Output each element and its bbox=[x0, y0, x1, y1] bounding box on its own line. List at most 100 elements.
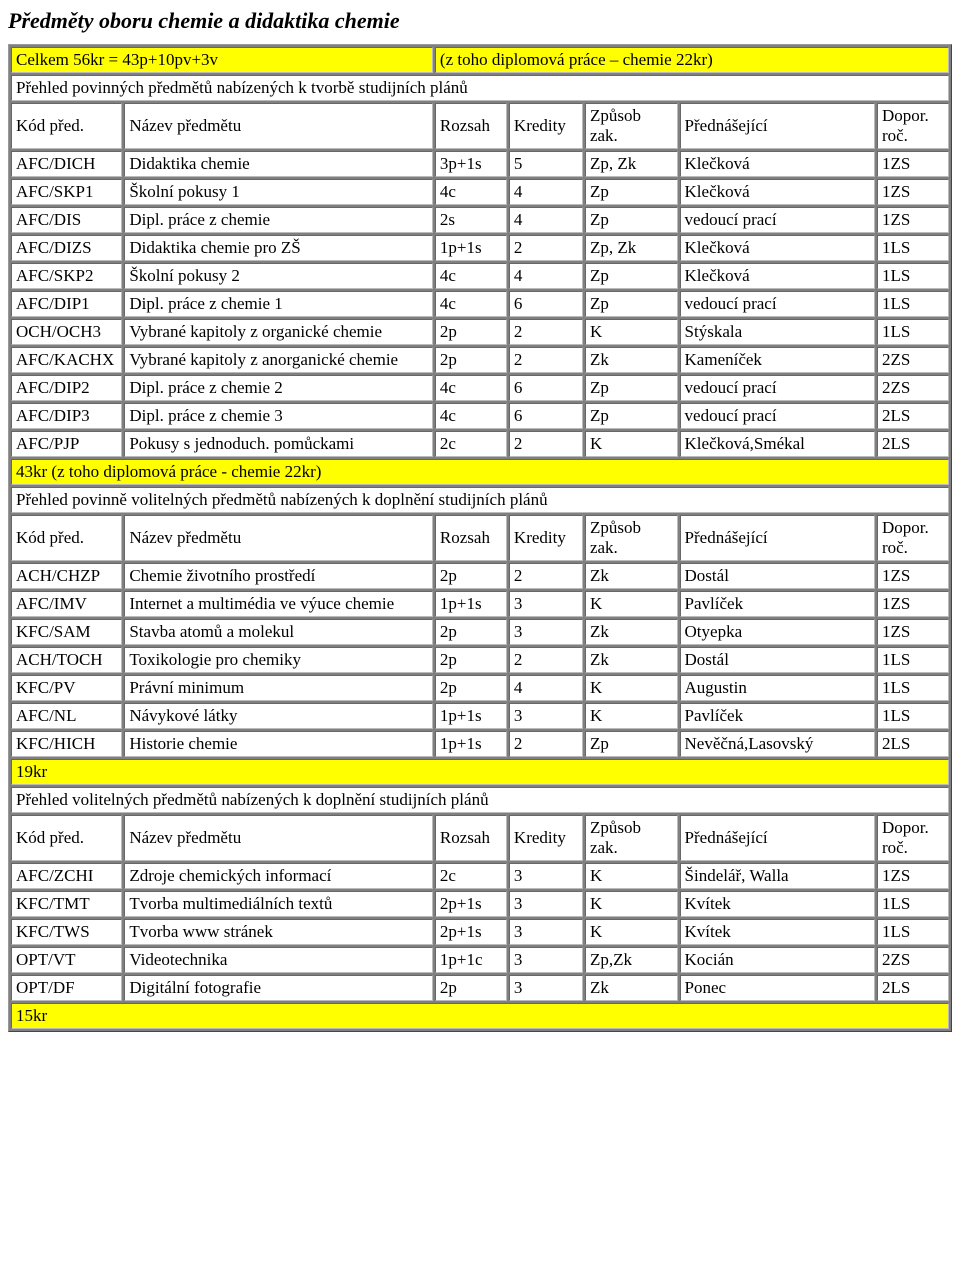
column-header: Kredity bbox=[509, 515, 583, 561]
table-cell: ACH/TOCH bbox=[11, 647, 122, 673]
table-row: AFC/SKP1Školní pokusy 14c4ZpKlečková1ZS bbox=[11, 179, 949, 205]
table-cell: Školní pokusy 2 bbox=[124, 263, 433, 289]
section2-footer-row: 19kr bbox=[11, 759, 949, 785]
section-heading: Přehled povinně volitelných předmětů nab… bbox=[11, 487, 949, 513]
table-cell: 4 bbox=[509, 179, 583, 205]
table-cell: 1ZS bbox=[877, 619, 949, 645]
table-row: AFC/DIZSDidaktika chemie pro ZŠ1p+1s2Zp,… bbox=[11, 235, 949, 261]
section-footer: 43kr (z toho diplomová práce - chemie 22… bbox=[11, 459, 949, 485]
table-cell: K bbox=[585, 863, 678, 889]
table-cell: 2p+1s bbox=[435, 919, 507, 945]
table-cell: K bbox=[585, 675, 678, 701]
table-cell: K bbox=[585, 591, 678, 617]
table-cell: Dipl. práce z chemie 1 bbox=[124, 291, 433, 317]
table-cell: AFC/DIP3 bbox=[11, 403, 122, 429]
table-cell: AFC/SKP2 bbox=[11, 263, 122, 289]
table-cell: vedoucí prací bbox=[680, 291, 875, 317]
table-cell: 2LS bbox=[877, 731, 949, 757]
table-cell: vedoucí prací bbox=[680, 375, 875, 401]
column-header: Kód před. bbox=[11, 515, 122, 561]
table-cell: 1p+1s bbox=[435, 703, 507, 729]
table-cell: 2p+1s bbox=[435, 891, 507, 917]
table-cell: KFC/HICH bbox=[11, 731, 122, 757]
table-cell: Klečková bbox=[680, 263, 875, 289]
table-cell: 4c bbox=[435, 403, 507, 429]
section3-heading-row: Přehled volitelných předmětů nabízených … bbox=[11, 787, 949, 813]
column-header: Název předmětu bbox=[124, 103, 433, 149]
table-cell: Klečková bbox=[680, 151, 875, 177]
table-cell: Historie chemie bbox=[124, 731, 433, 757]
table-cell: 6 bbox=[509, 375, 583, 401]
table-cell: Zp, Zk bbox=[585, 235, 678, 261]
table-cell: Dostál bbox=[680, 563, 875, 589]
column-header: Dopor. roč. bbox=[877, 103, 949, 149]
table-cell: 1LS bbox=[877, 235, 949, 261]
column-header: Kredity bbox=[509, 815, 583, 861]
section-footer: 15kr bbox=[11, 1003, 949, 1029]
table-cell: Zp bbox=[585, 179, 678, 205]
table-cell: 1LS bbox=[877, 919, 949, 945]
table-cell: Ponec bbox=[680, 975, 875, 1001]
table-row: AFC/IMVInternet a multimédia ve výuce ch… bbox=[11, 591, 949, 617]
table-cell: 1LS bbox=[877, 291, 949, 317]
section1-footer-row: 43kr (z toho diplomová práce - chemie 22… bbox=[11, 459, 949, 485]
table-cell: 2LS bbox=[877, 431, 949, 457]
table-cell: 6 bbox=[509, 291, 583, 317]
table-cell: Návykové látky bbox=[124, 703, 433, 729]
table-cell: 2p bbox=[435, 619, 507, 645]
table-cell: Nevěčná,Lasovský bbox=[680, 731, 875, 757]
table-cell: 1LS bbox=[877, 263, 949, 289]
table-cell: 3 bbox=[509, 591, 583, 617]
table-cell: K bbox=[585, 431, 678, 457]
table-cell: 3 bbox=[509, 947, 583, 973]
table-cell: 3 bbox=[509, 975, 583, 1001]
column-header: Přednášející bbox=[680, 103, 875, 149]
table-row: KFC/TWSTvorba www stránek2p+1s3KKvítek1L… bbox=[11, 919, 949, 945]
table-cell: 4 bbox=[509, 675, 583, 701]
section-footer: 19kr bbox=[11, 759, 949, 785]
table-cell: Pavlíček bbox=[680, 703, 875, 729]
section1-heading-row: Přehled povinných předmětů nabízených k … bbox=[11, 75, 949, 101]
table-cell: Chemie životního prostředí bbox=[124, 563, 433, 589]
table-row: OPT/VTVideotechnika1p+1c3Zp,ZkKocián2ZS bbox=[11, 947, 949, 973]
table-row: ACH/CHZPChemie životního prostředí2p2ZkD… bbox=[11, 563, 949, 589]
table-cell: Pokusy s jednoduch. pomůckami bbox=[124, 431, 433, 457]
table-cell: KFC/SAM bbox=[11, 619, 122, 645]
column-header: Název předmětu bbox=[124, 815, 433, 861]
table-cell: AFC/DIS bbox=[11, 207, 122, 233]
table-cell: 1ZS bbox=[877, 563, 949, 589]
table-cell: Toxikologie pro chemiky bbox=[124, 647, 433, 673]
table-cell: AFC/DIP1 bbox=[11, 291, 122, 317]
table-cell: 1LS bbox=[877, 675, 949, 701]
table-cell: Zk bbox=[585, 563, 678, 589]
table-cell: 2p bbox=[435, 675, 507, 701]
table-row: AFC/DICHDidaktika chemie3p+1s5Zp, ZkKleč… bbox=[11, 151, 949, 177]
table-cell: Tvorba www stránek bbox=[124, 919, 433, 945]
table-cell: AFC/DIZS bbox=[11, 235, 122, 261]
table-cell: Klečková bbox=[680, 179, 875, 205]
table-cell: 2 bbox=[509, 235, 583, 261]
page-title: Předměty oboru chemie a didaktika chemie bbox=[8, 8, 952, 34]
table-row: AFC/PJPPokusy s jednoduch. pomůckami2c2K… bbox=[11, 431, 949, 457]
table-cell: Otyepka bbox=[680, 619, 875, 645]
table-cell: Kocián bbox=[680, 947, 875, 973]
table-cell: OPT/VT bbox=[11, 947, 122, 973]
column-header: Rozsah bbox=[435, 815, 507, 861]
subjects-table: Celkem 56kr = 43p+10pv+3v(z toho diplomo… bbox=[8, 44, 952, 1032]
table-cell: 4c bbox=[435, 179, 507, 205]
table-row: AFC/DIP3Dipl. práce z chemie 34c6Zpvedou… bbox=[11, 403, 949, 429]
table-cell: 1LS bbox=[877, 647, 949, 673]
table-cell: 1LS bbox=[877, 891, 949, 917]
table-cell: Právní minimum bbox=[124, 675, 433, 701]
table-cell: AFC/SKP1 bbox=[11, 179, 122, 205]
column-header: Přednášející bbox=[680, 515, 875, 561]
table-cell: Kameníček bbox=[680, 347, 875, 373]
column-header: Kód před. bbox=[11, 815, 122, 861]
table-cell: K bbox=[585, 891, 678, 917]
table-cell: 2ZS bbox=[877, 347, 949, 373]
table-cell: 6 bbox=[509, 403, 583, 429]
total-right: (z toho diplomová práce – chemie 22kr) bbox=[435, 47, 949, 73]
table-cell: 3 bbox=[509, 891, 583, 917]
table-cell: 1ZS bbox=[877, 591, 949, 617]
column-header: Kód před. bbox=[11, 103, 122, 149]
